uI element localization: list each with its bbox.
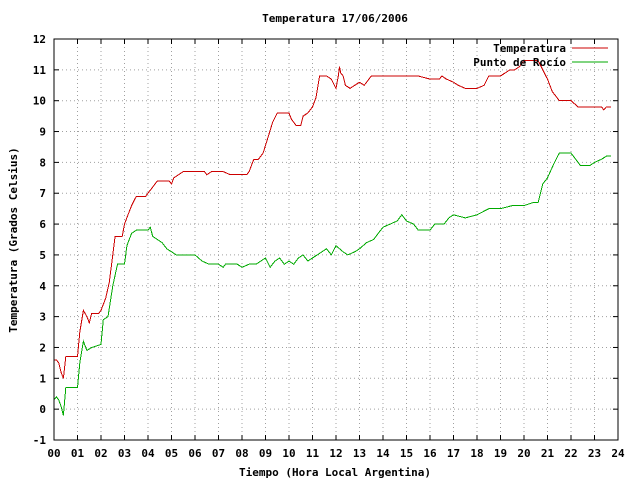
y-tick-label: 4 — [39, 280, 46, 293]
y-tick-label: -1 — [33, 434, 47, 447]
x-tick-label: 06 — [188, 447, 202, 460]
y-tick-label: 1 — [39, 372, 46, 385]
y-tick-label: 5 — [39, 249, 46, 262]
series-layer — [53, 60, 611, 416]
x-tick-label: 07 — [212, 447, 225, 460]
x-tick-label: 02 — [94, 447, 107, 460]
y-tick-label: 9 — [39, 126, 46, 139]
x-tick-label: 15 — [400, 447, 413, 460]
x-tick-label: 08 — [235, 447, 248, 460]
x-tick-label: 24 — [611, 447, 625, 460]
x-tick-labels: 00 01 02 03 04 05 06 07 08 09 10 11 12 13 14 15 16 17 18 19… — [47, 447, 625, 460]
y-tick-label: 7 — [39, 187, 46, 200]
x-tick-label: 01 — [71, 447, 85, 460]
x-tick-label: 23 — [588, 447, 601, 460]
x-tick-label: 14 — [376, 447, 390, 460]
series-line-punto-de-rocio — [53, 152, 611, 416]
axis-ticks — [53, 38, 619, 441]
legend-label-temperatura: Temperatura — [493, 42, 566, 55]
x-tick-label: 17 — [447, 447, 460, 460]
x-tick-label: 11 — [306, 447, 320, 460]
legend: Temperatura Punto de Rocío — [473, 42, 608, 69]
x-tick-label: 18 — [470, 447, 483, 460]
x-tick-label: 13 — [353, 447, 366, 460]
x-tick-label: 03 — [118, 447, 131, 460]
y-axis-label: Temperatura (Grados Celsius) — [7, 147, 20, 332]
x-tick-label: 05 — [165, 447, 178, 460]
series-line-temperatura — [54, 60, 611, 379]
x-tick-label: 22 — [564, 447, 577, 460]
x-tick-label: 20 — [517, 447, 530, 460]
y-tick-label: 8 — [39, 156, 46, 169]
x-tick-label: 09 — [259, 447, 272, 460]
x-axis-label: Tiempo (Hora Local Argentina) — [239, 466, 431, 479]
y-tick-label: 0 — [39, 403, 46, 416]
x-tick-label: 10 — [282, 447, 295, 460]
grid-lines — [54, 39, 618, 440]
chart-title: Temperatura 17/06/2006 — [262, 12, 408, 25]
x-tick-label: 04 — [141, 447, 155, 460]
y-tick-label: 10 — [33, 95, 46, 108]
y-tick-label: 6 — [39, 218, 46, 231]
y-tick-label: 11 — [33, 64, 47, 77]
x-tick-label: 12 — [329, 447, 342, 460]
x-tick-label: 16 — [423, 447, 437, 460]
y-tick-label: 2 — [39, 341, 46, 354]
y-tick-label: 12 — [33, 33, 46, 46]
x-tick-label: 19 — [494, 447, 507, 460]
x-tick-label: 00 — [47, 447, 60, 460]
y-tick-label: 3 — [39, 311, 46, 324]
legend-label-punto-de-rocio: Punto de Rocío — [473, 56, 566, 69]
x-tick-label: 21 — [541, 447, 555, 460]
